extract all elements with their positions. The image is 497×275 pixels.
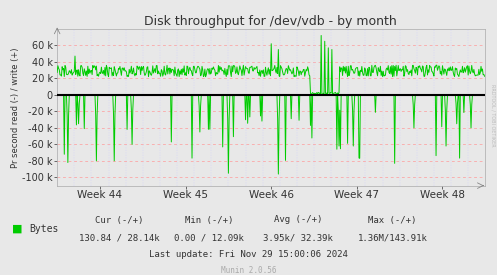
Text: 0.00 / 12.09k: 0.00 / 12.09k <box>174 233 244 242</box>
Text: RRDTOOL / TOBI OETIKER: RRDTOOL / TOBI OETIKER <box>491 84 496 147</box>
Text: 130.84 / 28.14k: 130.84 / 28.14k <box>79 233 160 242</box>
Text: Cur (-/+): Cur (-/+) <box>95 216 144 224</box>
Text: 3.95k/ 32.39k: 3.95k/ 32.39k <box>263 233 333 242</box>
Text: Last update: Fri Nov 29 15:00:06 2024: Last update: Fri Nov 29 15:00:06 2024 <box>149 250 348 259</box>
Text: Min (-/+): Min (-/+) <box>184 216 233 224</box>
Y-axis label: Pr second read (-) / write (+): Pr second read (-) / write (+) <box>10 47 19 167</box>
Title: Disk throughput for /dev/vdb - by month: Disk throughput for /dev/vdb - by month <box>145 15 397 28</box>
Text: Munin 2.0.56: Munin 2.0.56 <box>221 266 276 274</box>
Text: Avg (-/+): Avg (-/+) <box>274 216 323 224</box>
Text: ■: ■ <box>12 224 23 234</box>
Text: 1.36M/143.91k: 1.36M/143.91k <box>358 233 427 242</box>
Text: Max (-/+): Max (-/+) <box>368 216 417 224</box>
Text: Bytes: Bytes <box>29 224 58 234</box>
